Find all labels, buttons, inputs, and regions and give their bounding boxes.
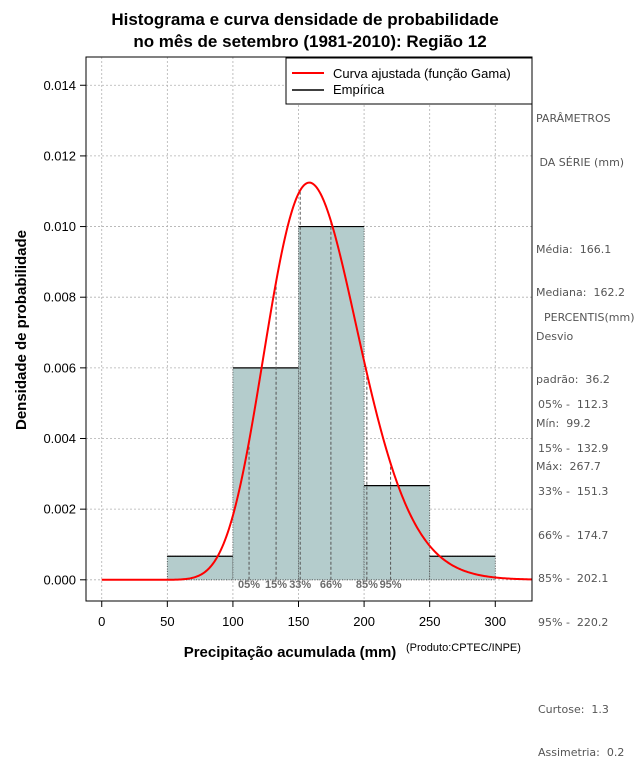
gamma-fit-curve bbox=[101, 181, 533, 581]
percentile-label-4: 85% bbox=[356, 579, 378, 591]
y-tick-label-1: 0.002 bbox=[43, 502, 76, 517]
histogram-bars bbox=[166, 225, 496, 581]
y-tick-label-5: 0.010 bbox=[43, 219, 76, 234]
y-axis: 0.000 0.002 0.004 0.006 0.008 0.010 0.012 0.014 bbox=[43, 78, 86, 587]
params-title-2: DA SÉRIE (mm) bbox=[536, 155, 625, 169]
stat-max: Máx: 267.7 bbox=[536, 460, 601, 473]
percentiles-panel: PERCENTIS(mm) 05% - 112.3 15% - 132.9 33… bbox=[538, 282, 635, 775]
stat-desvio-2: padrão: 36.2 bbox=[536, 373, 610, 386]
x-tick-label-1: 50 bbox=[160, 614, 174, 629]
histogram-bar-0 bbox=[167, 556, 233, 580]
x-tick-label-3: 150 bbox=[288, 614, 310, 629]
stat-desvio-1: Desvio bbox=[536, 329, 574, 343]
percentile-lines: 05% 15% 33% 66% 85% 95% bbox=[238, 190, 402, 591]
percentile-label-0: 05% bbox=[238, 579, 260, 591]
stat-media: Média: 166.1 bbox=[536, 242, 612, 256]
series-parameters-panel: PARÂMETROS DA SÉRIE (mm) Média: 166.1 Me… bbox=[536, 83, 625, 489]
percentile-label-3: 66% bbox=[320, 579, 342, 591]
histogram-bar-1 bbox=[232, 367, 299, 580]
perc-66: 66% - 174.7 bbox=[538, 528, 609, 542]
y-tick-label-7: 0.014 bbox=[43, 78, 76, 93]
chart-title-line1: Histograma e curva densidade de probabil… bbox=[111, 10, 498, 29]
y-tick-label-2: 0.004 bbox=[43, 431, 76, 446]
percentile-label-2: 33% bbox=[289, 579, 311, 591]
legend-label-curve: Curva ajustada (função Gama) bbox=[333, 66, 511, 81]
stat-curtose: Curtose: 1.3 bbox=[538, 702, 609, 716]
legend-box bbox=[285, 57, 533, 105]
perc-95: 95% - 220.2 bbox=[538, 615, 609, 629]
stat-mediana: Mediana: 162.2 bbox=[536, 286, 625, 299]
gamma-curve-layer bbox=[101, 181, 533, 581]
y-tick-label-4: 0.008 bbox=[43, 290, 76, 305]
y-axis-title: Densidade de probabilidade bbox=[13, 230, 30, 430]
y-tick-label-3: 0.006 bbox=[43, 360, 76, 375]
perc-15: 15% - 132.9 bbox=[538, 441, 609, 455]
chart-title-line2: no mês de setembro (1981-2010): Região 1… bbox=[133, 32, 486, 51]
perc-85: 85% - 202.1 bbox=[538, 572, 609, 585]
x-tick-label-5: 250 bbox=[419, 614, 441, 629]
product-credit: (Produto:CPTEC/INPE) bbox=[406, 642, 521, 654]
y-tick-label-6: 0.012 bbox=[43, 148, 76, 163]
histogram-chart: Histograma e curva densidade de probabil… bbox=[13, 10, 533, 660]
perc-title: PERCENTIS(mm) bbox=[544, 311, 635, 324]
x-tick-label-6: 300 bbox=[484, 614, 506, 629]
perc-33: 33% - 151.3 bbox=[538, 485, 609, 498]
plot-border bbox=[85, 56, 533, 602]
params-title-1: PARÂMETROS bbox=[536, 112, 611, 125]
legend: Curva ajustada (função Gama) Empírica bbox=[285, 57, 533, 105]
y-tick-label-0: 0.000 bbox=[43, 572, 76, 587]
legend-label-empirical: Empírica bbox=[333, 82, 385, 97]
stat-assimetria: Assimetria: 0.2 bbox=[538, 746, 625, 759]
x-tick-label-0: 0 bbox=[98, 614, 105, 629]
stat-min: Mín: 99.2 bbox=[536, 416, 591, 430]
x-axis-title: Precipitação acumulada (mm) bbox=[184, 644, 397, 660]
percentile-label-5: 95% bbox=[380, 579, 402, 591]
x-tick-label-2: 100 bbox=[222, 614, 244, 629]
x-axis: 0 50 100 150 200 250 300 bbox=[98, 601, 506, 629]
percentile-label-1: 15% bbox=[265, 579, 287, 591]
plot-frame bbox=[85, 56, 533, 602]
perc-05: 05% - 112.3 bbox=[538, 398, 609, 411]
histogram-bar-3 bbox=[364, 485, 430, 580]
x-tick-label-4: 200 bbox=[353, 614, 375, 629]
